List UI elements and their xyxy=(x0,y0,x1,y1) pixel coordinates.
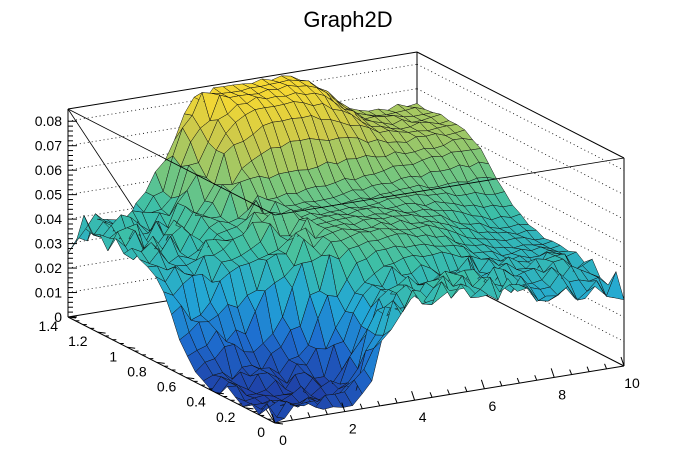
y-axis-ticks: 0 0.2 0.4 0.6 0.8 1 1.2 1.4 xyxy=(39,316,284,440)
y-tick-label: 0.6 xyxy=(157,379,177,395)
z-tick-label: 0 xyxy=(54,309,62,325)
z-tick-label: 0.03 xyxy=(35,236,62,252)
x-minor-tick xyxy=(569,369,573,375)
y-tick-label: 0.2 xyxy=(216,409,236,425)
x-minor-tick xyxy=(359,403,363,409)
x-tick-label: 4 xyxy=(419,409,427,425)
x-minor-tick xyxy=(377,400,381,407)
x-minor-tick xyxy=(429,392,433,398)
z-tick-label: 0.07 xyxy=(35,138,62,154)
x-minor-tick xyxy=(534,375,538,381)
z-gridline xyxy=(416,137,625,245)
x-minor-tick xyxy=(499,380,503,387)
x-tick xyxy=(550,368,555,378)
x-minor-tick xyxy=(289,414,293,421)
surface-mesh xyxy=(67,75,625,424)
y-tick-label: 1 xyxy=(109,348,117,364)
z-gridline xyxy=(416,112,625,220)
x-tick xyxy=(411,391,416,401)
x-minor-tick xyxy=(586,366,590,372)
x-minor-tick xyxy=(604,363,608,370)
y-tick-label: 1.2 xyxy=(68,333,88,349)
box-edge xyxy=(67,108,276,216)
y-tick-label: 0 xyxy=(257,424,265,440)
z-axis-ticks: 0 0.01 0.02 0.03 0.04 0.05 0.06 0.07 0.08 xyxy=(35,109,77,325)
x-axis-ticks: 0 2 4 6 8 10 xyxy=(271,356,640,448)
x-tick xyxy=(620,356,625,367)
y-tick xyxy=(67,316,77,319)
x-tick xyxy=(271,413,276,424)
chart-title: Graph2D xyxy=(303,7,392,32)
x-minor-tick xyxy=(307,412,311,418)
y-tick xyxy=(215,392,224,395)
x-minor-tick xyxy=(464,386,468,392)
z-tick-label: 0.05 xyxy=(35,187,62,203)
z-gridline xyxy=(416,63,625,171)
y-tick-label: 1.4 xyxy=(39,318,59,334)
x-tick-label: 8 xyxy=(558,386,566,402)
y-tick xyxy=(186,377,195,380)
x-tick-label: 0 xyxy=(279,432,287,448)
z-tick-label: 0.04 xyxy=(35,211,62,227)
x-tick-label: 2 xyxy=(349,421,357,437)
x-minor-tick xyxy=(324,409,328,415)
box-edge xyxy=(274,157,625,216)
y-tick xyxy=(97,331,106,334)
x-minor-tick xyxy=(447,389,450,395)
y-tick xyxy=(274,422,284,425)
y-tick xyxy=(245,407,254,410)
x-minor-tick xyxy=(516,377,520,384)
z-tick-label: 0.06 xyxy=(35,162,62,178)
z-tick-label: 0.01 xyxy=(35,285,62,301)
x-tick-label: 10 xyxy=(624,375,640,391)
box-edge xyxy=(416,51,625,159)
box-edge xyxy=(67,51,418,110)
y-tick-label: 0.8 xyxy=(127,363,147,379)
y-tick xyxy=(127,346,136,349)
z-tick-label: 0.02 xyxy=(35,260,62,276)
x-tick-label: 6 xyxy=(489,398,497,414)
x-tick xyxy=(341,402,346,412)
y-tick xyxy=(156,361,165,364)
surface-cell xyxy=(606,271,625,301)
y-tick-label: 0.4 xyxy=(186,394,206,410)
z-tick-label: 0.08 xyxy=(35,113,62,129)
x-tick xyxy=(480,379,485,389)
x-minor-tick xyxy=(394,397,398,404)
z-gridline xyxy=(416,88,625,196)
